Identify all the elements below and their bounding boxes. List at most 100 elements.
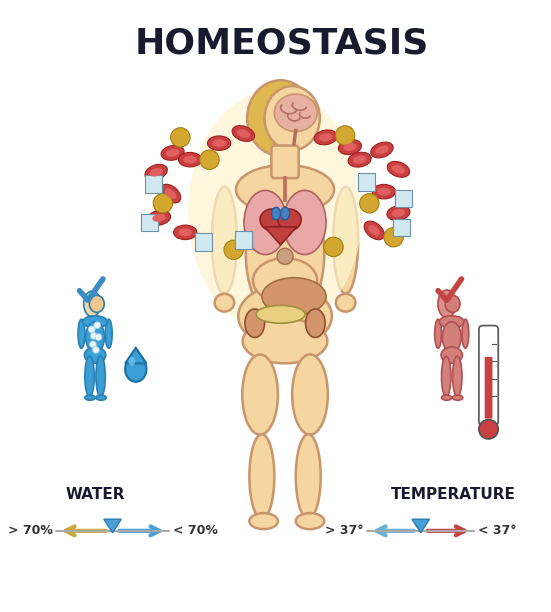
- Ellipse shape: [336, 294, 355, 312]
- Circle shape: [171, 128, 190, 147]
- Ellipse shape: [179, 152, 201, 168]
- Polygon shape: [264, 227, 296, 245]
- Ellipse shape: [188, 90, 363, 332]
- Ellipse shape: [85, 395, 95, 400]
- Ellipse shape: [165, 188, 176, 199]
- Ellipse shape: [96, 395, 106, 400]
- Ellipse shape: [183, 155, 197, 164]
- Polygon shape: [125, 348, 147, 364]
- Ellipse shape: [84, 347, 106, 363]
- Ellipse shape: [296, 513, 325, 529]
- Ellipse shape: [153, 214, 165, 222]
- Ellipse shape: [96, 356, 105, 397]
- Ellipse shape: [319, 133, 332, 141]
- FancyBboxPatch shape: [479, 326, 498, 425]
- Circle shape: [479, 420, 498, 439]
- Ellipse shape: [333, 187, 358, 294]
- Ellipse shape: [250, 435, 274, 519]
- Ellipse shape: [264, 86, 320, 150]
- Ellipse shape: [343, 143, 356, 151]
- Ellipse shape: [452, 356, 462, 397]
- Ellipse shape: [445, 296, 460, 312]
- Ellipse shape: [208, 135, 230, 151]
- Ellipse shape: [274, 94, 317, 132]
- Ellipse shape: [348, 152, 371, 168]
- Circle shape: [336, 125, 355, 145]
- Circle shape: [88, 326, 95, 333]
- Ellipse shape: [387, 162, 409, 177]
- Text: < 37°: < 37°: [478, 524, 516, 537]
- Ellipse shape: [242, 319, 327, 364]
- Circle shape: [90, 341, 96, 348]
- Polygon shape: [104, 519, 121, 533]
- Ellipse shape: [260, 209, 283, 231]
- Ellipse shape: [442, 322, 461, 353]
- FancyBboxPatch shape: [485, 357, 493, 419]
- FancyBboxPatch shape: [144, 175, 162, 193]
- Circle shape: [93, 346, 99, 353]
- Circle shape: [90, 332, 97, 339]
- Ellipse shape: [438, 290, 456, 318]
- Ellipse shape: [278, 209, 301, 231]
- Ellipse shape: [242, 354, 278, 435]
- Ellipse shape: [166, 149, 179, 157]
- Ellipse shape: [236, 165, 334, 214]
- Ellipse shape: [86, 322, 105, 353]
- Ellipse shape: [89, 296, 104, 312]
- Ellipse shape: [392, 165, 405, 174]
- FancyBboxPatch shape: [393, 218, 410, 236]
- Circle shape: [153, 193, 172, 213]
- Ellipse shape: [179, 228, 192, 237]
- Ellipse shape: [250, 513, 278, 529]
- Ellipse shape: [372, 141, 392, 159]
- Ellipse shape: [238, 285, 332, 347]
- FancyBboxPatch shape: [358, 173, 375, 191]
- Ellipse shape: [245, 309, 264, 337]
- Ellipse shape: [256, 305, 305, 323]
- Ellipse shape: [246, 182, 325, 325]
- Ellipse shape: [232, 125, 255, 141]
- Ellipse shape: [393, 207, 404, 218]
- Ellipse shape: [441, 347, 462, 363]
- Ellipse shape: [84, 291, 101, 316]
- FancyBboxPatch shape: [141, 214, 158, 231]
- Ellipse shape: [262, 278, 326, 315]
- Ellipse shape: [247, 173, 323, 289]
- Ellipse shape: [212, 187, 237, 294]
- Ellipse shape: [272, 207, 280, 220]
- Ellipse shape: [283, 190, 326, 255]
- Ellipse shape: [85, 356, 94, 397]
- Circle shape: [384, 228, 403, 247]
- Text: WATER: WATER: [66, 487, 125, 501]
- Ellipse shape: [372, 184, 395, 200]
- Ellipse shape: [292, 354, 328, 435]
- Ellipse shape: [441, 395, 452, 400]
- Ellipse shape: [376, 144, 388, 155]
- Ellipse shape: [388, 204, 408, 222]
- Text: TEMPERATURE: TEMPERATURE: [391, 487, 516, 501]
- Ellipse shape: [161, 184, 181, 203]
- Ellipse shape: [435, 319, 441, 348]
- Circle shape: [200, 150, 219, 170]
- Ellipse shape: [213, 139, 226, 147]
- Ellipse shape: [368, 226, 381, 235]
- Circle shape: [360, 193, 379, 213]
- Ellipse shape: [247, 80, 314, 156]
- Ellipse shape: [452, 395, 463, 400]
- Ellipse shape: [161, 145, 184, 161]
- Circle shape: [95, 334, 102, 340]
- Ellipse shape: [462, 319, 469, 348]
- Ellipse shape: [128, 357, 136, 366]
- Text: > 70%: > 70%: [8, 524, 52, 537]
- Ellipse shape: [377, 187, 391, 196]
- Ellipse shape: [174, 225, 196, 241]
- Ellipse shape: [280, 207, 289, 220]
- Circle shape: [224, 240, 244, 259]
- Ellipse shape: [125, 357, 147, 382]
- Ellipse shape: [353, 155, 366, 164]
- Polygon shape: [412, 519, 429, 533]
- Ellipse shape: [78, 319, 85, 348]
- Ellipse shape: [105, 319, 112, 348]
- Text: > 37°: > 37°: [325, 524, 364, 537]
- Ellipse shape: [363, 223, 385, 238]
